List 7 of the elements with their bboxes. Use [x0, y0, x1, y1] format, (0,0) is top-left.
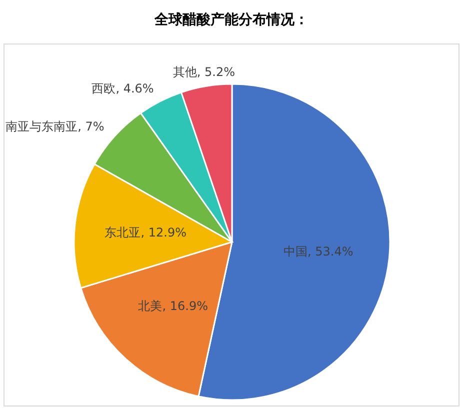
slice-label: 其他, 5.2% — [172, 65, 236, 80]
slice-label: 西欧, 4.6% — [92, 82, 154, 96]
slice-label: 中国, 53.4% — [284, 244, 354, 258]
slice-label: 北美, 16.9% — [138, 298, 208, 313]
chart-title: 全球醋酸产能分布情况： — [154, 11, 308, 28]
slice-label: 东北亚, 12.9% — [104, 225, 186, 240]
slice-label: 南亚与东南亚, 7% — [6, 119, 104, 134]
